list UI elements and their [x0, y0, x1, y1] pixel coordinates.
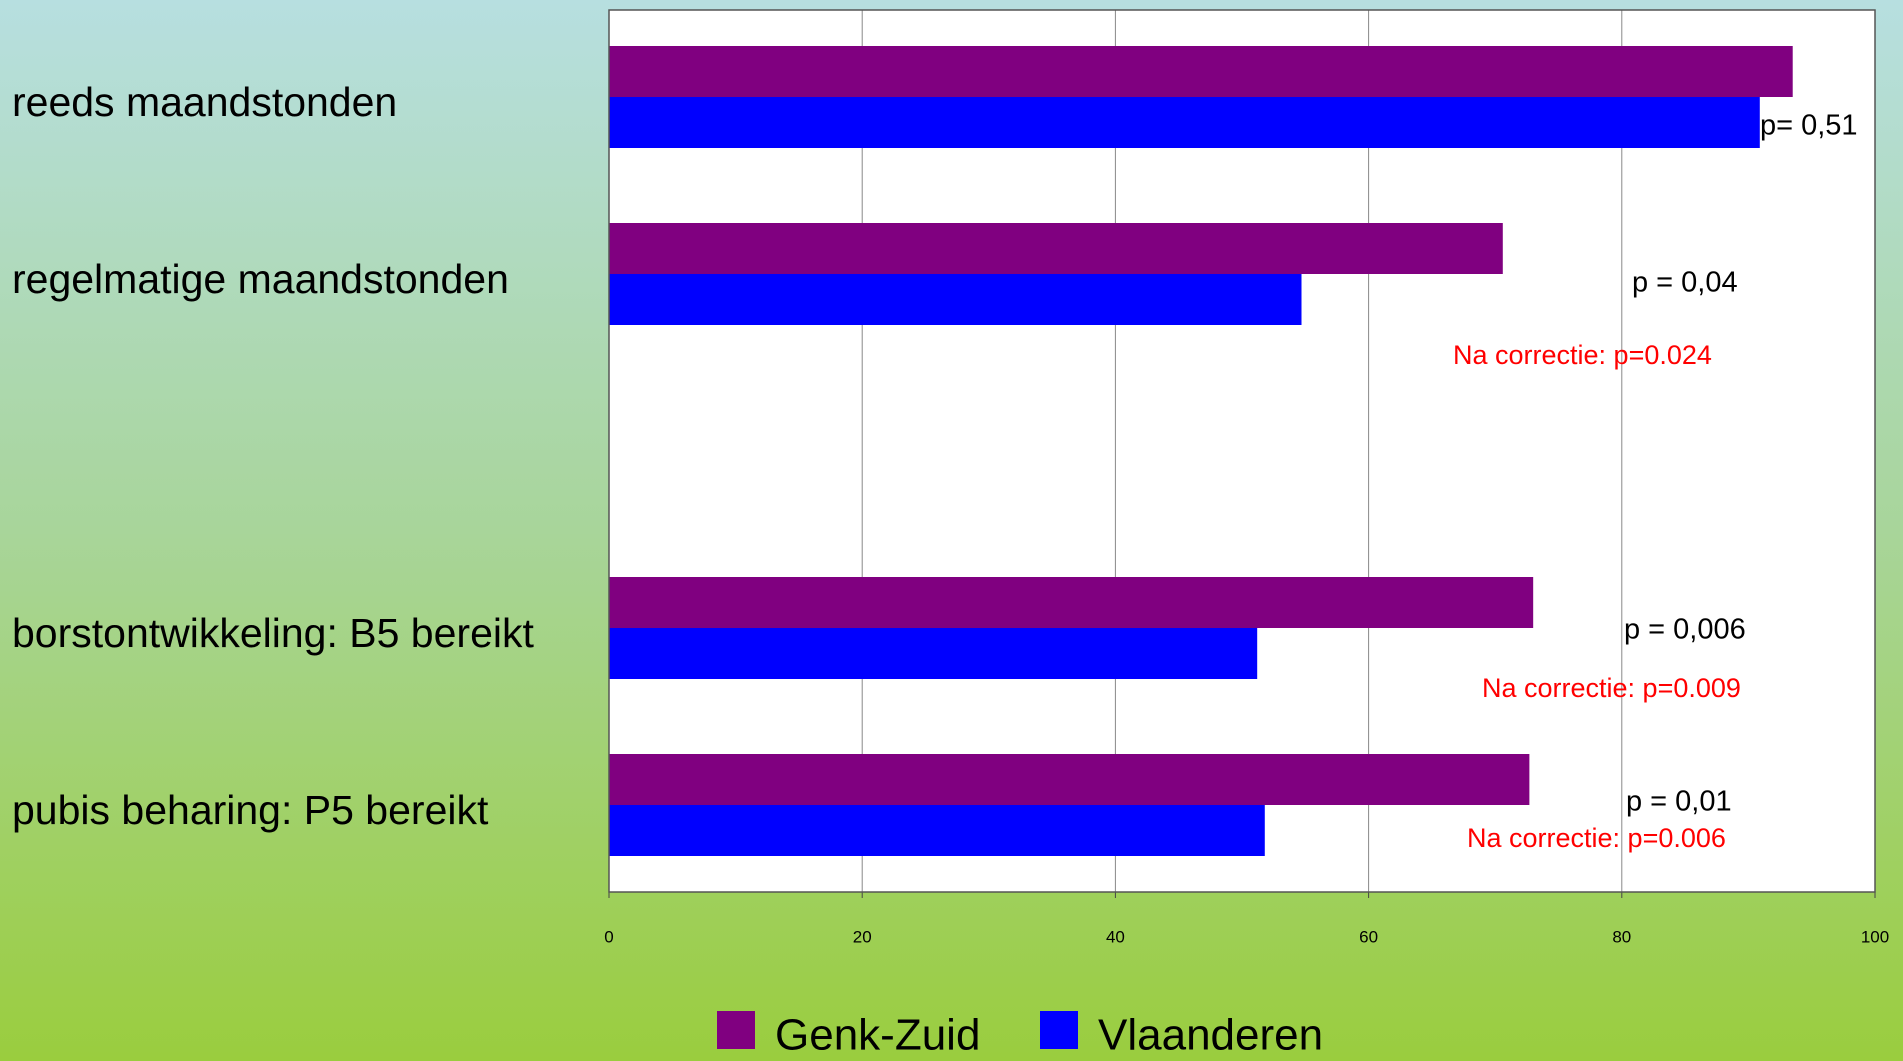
- bar: [609, 223, 1503, 274]
- annotation: Na correctie: p=0.006: [1467, 823, 1726, 853]
- x-tick-label: 40: [1106, 927, 1125, 946]
- x-tick-label: 20: [853, 927, 872, 946]
- x-tick-label: 0: [604, 927, 613, 946]
- plot-border: [608, 9, 1876, 893]
- legend-label: Genk-Zuid: [775, 1011, 980, 1060]
- plot-area: [609, 10, 1875, 892]
- x-tick-label: 60: [1359, 927, 1378, 946]
- annotation: p= 0,51: [1760, 110, 1858, 142]
- bar: [609, 46, 1793, 97]
- bar: [609, 754, 1530, 805]
- bar: [609, 577, 1534, 628]
- category-label: pubis beharing: P5 bereikt: [12, 787, 489, 833]
- bar: [609, 274, 1302, 325]
- bar: [609, 97, 1760, 148]
- legend-label: Vlaanderen: [1098, 1011, 1323, 1060]
- legend-swatch: [717, 1011, 755, 1049]
- annotation: Na correctie: p=0.009: [1482, 673, 1741, 703]
- x-tick-label: 80: [1612, 927, 1631, 946]
- annotation: p = 0,01: [1626, 786, 1732, 818]
- annotation: Na correctie: p=0.024: [1453, 340, 1712, 370]
- bar: [609, 628, 1258, 679]
- annotation: p = 0,006: [1624, 614, 1746, 646]
- category-label: regelmatige maandstonden: [12, 256, 509, 302]
- x-tick-label: 100: [1861, 927, 1889, 946]
- legend-swatch: [1040, 1011, 1078, 1049]
- category-label: borstontwikkeling: B5 bereikt: [12, 610, 534, 656]
- bar: [609, 805, 1265, 856]
- annotation: p = 0,04: [1632, 267, 1738, 299]
- category-label: reeds maandstonden: [12, 79, 397, 125]
